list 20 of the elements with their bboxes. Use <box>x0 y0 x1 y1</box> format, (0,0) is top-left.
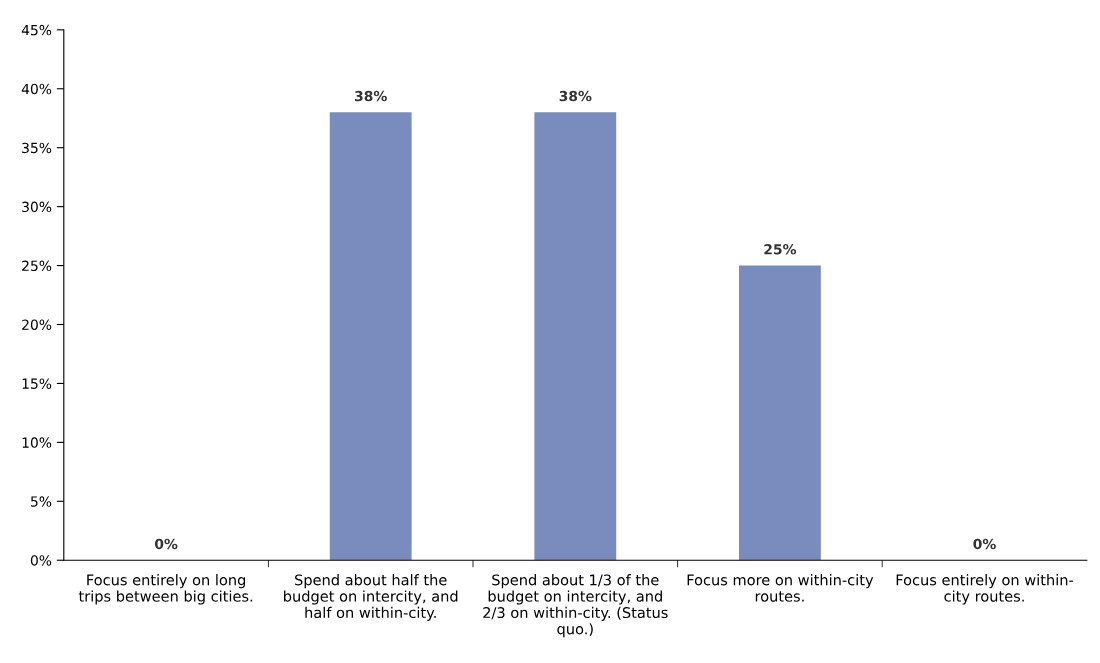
data-label: 0% <box>973 538 996 550</box>
y-tick-label: 20% <box>22 319 52 330</box>
x-tick-label: Focus entirely on long trips between big cities. <box>78 574 253 605</box>
data-label: 0% <box>154 538 178 550</box>
y-tick-label: 35% <box>22 142 52 154</box>
data-label: 38% <box>559 90 592 102</box>
data-label: 38% <box>355 90 387 102</box>
y-tick-label: 5% <box>31 496 52 507</box>
y-tick-label: 25% <box>22 260 52 272</box>
y-tick-label: 15% <box>22 378 52 389</box>
data-label: 25% <box>764 244 797 255</box>
y-tick-label: 45% <box>21 24 52 36</box>
x-tick-label: Spend about 1/3 of the budget on intercity, and 2/3 on within-city. (Status quo.) <box>483 574 668 638</box>
y-tick-label: 0% <box>30 555 52 566</box>
y-tick-label: 10% <box>22 437 52 448</box>
x-tick-label: Spend about half the budget on intercity, and half on within-city. <box>284 574 458 621</box>
x-tick-label: Focus entirely on within- city routes. <box>896 574 1074 605</box>
x-tick-label: Focus more on within-city routes. <box>687 574 874 602</box>
y-tick-label: 30% <box>22 201 52 213</box>
y-tick-label: 40% <box>21 83 52 95</box>
